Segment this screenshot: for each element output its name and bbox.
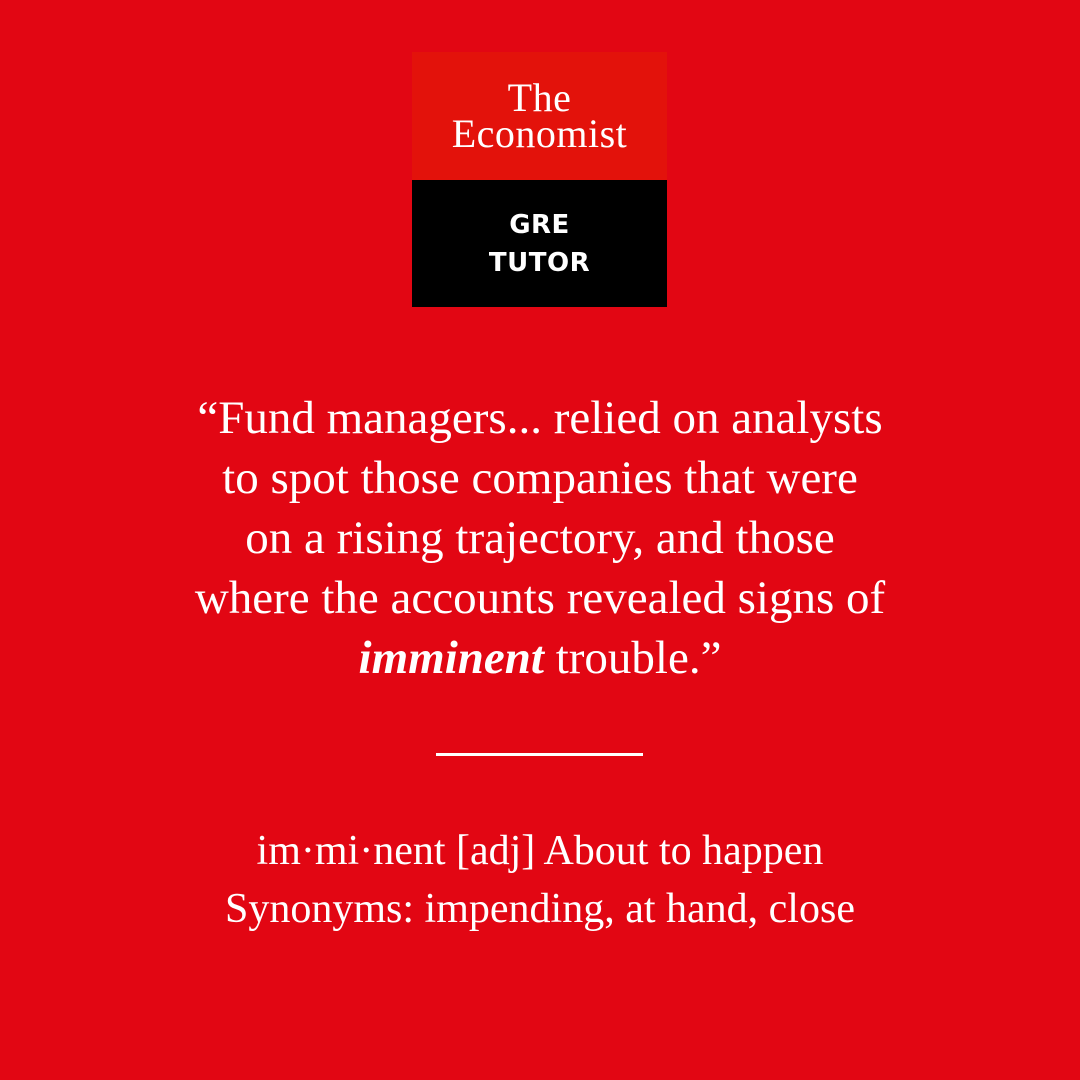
quote-line-final: imminent trouble.” — [90, 628, 990, 688]
logo-word-economist: Economist — [451, 111, 628, 156]
quote-line: to spot those companies that were — [222, 452, 858, 504]
example-quote: “Fund managers... relied on analysts to … — [90, 388, 990, 688]
logo-masthead: The Economist — [412, 52, 667, 180]
logo-subtitle-block: GRE TUTOR — [412, 180, 667, 307]
section-divider — [436, 753, 643, 756]
economist-gre-tutor-logo: The Economist GRE TUTOR — [412, 52, 667, 307]
logo-subtitle-tutor: TUTOR — [488, 247, 591, 278]
logo-word-the: The — [507, 75, 572, 120]
synonyms-line: Synonyms: impending, at hand, close — [225, 886, 855, 932]
quote-line-ending: trouble.” — [543, 632, 722, 684]
definition-line: im·mi·nent [adj] About to happen — [256, 828, 824, 874]
word-definition: im·mi·nent [adj] About to happen Synonym… — [90, 822, 990, 938]
quote-keyword: imminent — [358, 632, 544, 684]
quote-line: “Fund managers... relied on analysts — [197, 392, 883, 444]
quote-line: where the accounts revealed signs of — [194, 572, 886, 624]
logo-subtitle-gre: GRE — [509, 209, 570, 240]
quote-line: on a rising trajectory, and those — [245, 512, 835, 564]
